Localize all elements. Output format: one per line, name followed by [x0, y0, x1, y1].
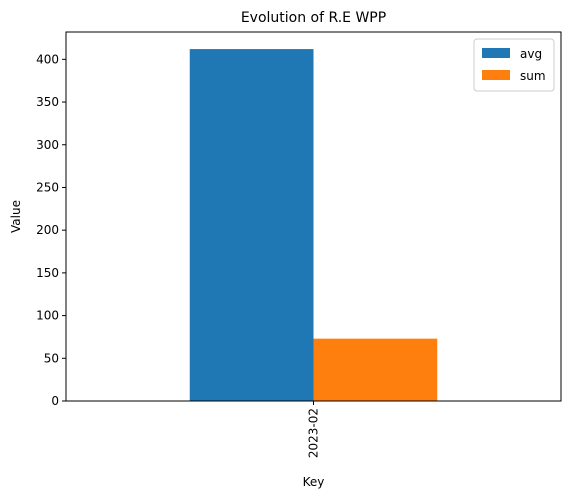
- y-tick-label: 100: [36, 309, 59, 323]
- plot-frame: [65, 31, 562, 402]
- legend-label-sum: sum: [520, 69, 546, 83]
- bar-sum-2023-02: [313, 338, 438, 401]
- x-tick-label: 2023-02: [307, 408, 321, 458]
- y-tick-label: 250: [36, 180, 59, 194]
- x-axis-label: Key: [303, 475, 325, 489]
- y-axis-label: Value: [9, 200, 23, 233]
- legend: avg sum: [473, 38, 555, 92]
- legend-label-avg: avg: [520, 47, 542, 61]
- y-tick-label: 150: [36, 266, 59, 280]
- bar-avg-2023-02: [189, 49, 314, 401]
- chart-title: Evolution of R.E WPP: [241, 10, 386, 26]
- y-tick-label: 300: [36, 138, 59, 152]
- y-tick-label: 200: [36, 223, 59, 237]
- legend-swatch-avg: [482, 48, 510, 58]
- y-tick-label: 0: [51, 394, 59, 408]
- y-tick-label: 400: [36, 52, 59, 66]
- y-tick-label: 50: [44, 351, 59, 365]
- y-tick-label: 350: [36, 95, 59, 109]
- axes-layer: 2023-02 0 50 100 150 200 250 300 350 400: [36, 31, 562, 458]
- legend-swatch-sum: [482, 70, 510, 80]
- plot-layer: [189, 49, 438, 401]
